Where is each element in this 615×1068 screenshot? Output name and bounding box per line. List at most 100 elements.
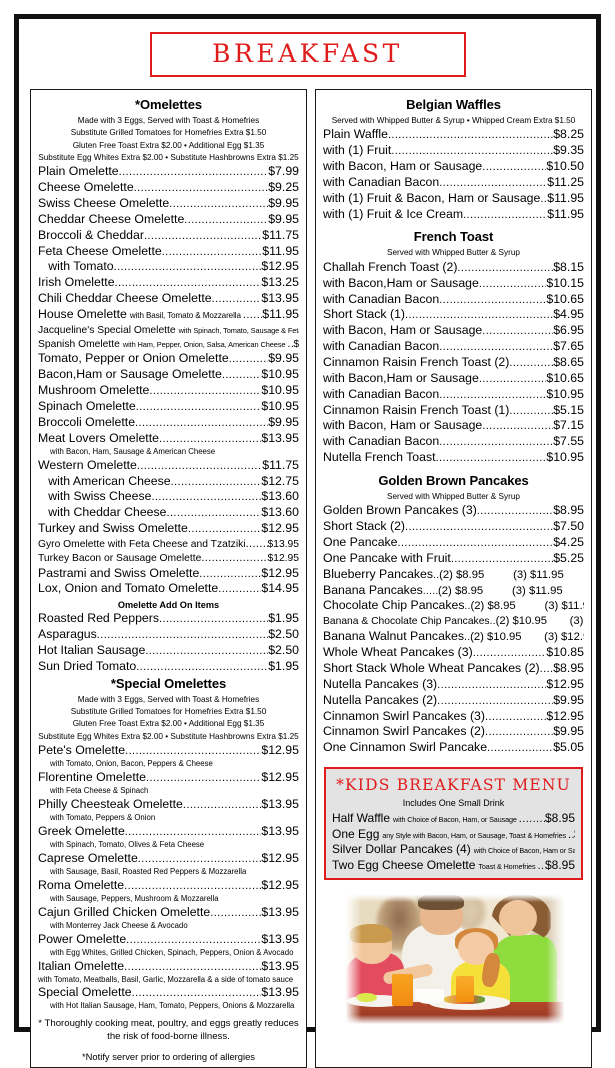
kids-breakfast-menu-box: *KIDS BREAKFAST MENU Includes One Small … — [324, 767, 583, 881]
omelettes-subtext: Made with 3 Eggs, Served with Toast & Ho… — [38, 115, 299, 163]
leader-dots: ........................................… — [472, 647, 547, 660]
menu-item-row: Bacon,Ham or Sausage Omelette...........… — [38, 367, 299, 383]
menu-item-name: Spanish Omelette — [38, 339, 120, 351]
menu-item-name: with Canadian Bacon — [323, 291, 440, 306]
leader-dots: ........................................… — [161, 245, 263, 258]
menu-item-price-two: (2) $8.95 — [439, 568, 485, 581]
menu-item-name: Whole Wheat Pancakes (3) — [323, 645, 473, 660]
menu-item-name: with Bacon,Ham or Sausage — [323, 370, 479, 385]
menu-item-row: One Pancake with Fruit .................… — [323, 551, 584, 567]
menu-item-name: Bacon,Ham or Sausage Omelette — [38, 367, 222, 382]
menu-item-name: Swiss Cheese Omelette — [38, 195, 170, 210]
menu-item-price-two: (2) $10.95 — [470, 631, 522, 644]
menu-item-name: with Canadian Bacon — [323, 339, 440, 354]
menu-item-name: Gyro Omelette with Feta Cheese and Tzatz… — [38, 538, 246, 550]
menu-item-name: Cheddar Cheese Omelette — [38, 211, 185, 226]
leader-dots: ........................................… — [287, 338, 293, 351]
menu-item-price: $11.95 — [262, 243, 299, 258]
leader-dots: ........................................… — [482, 161, 546, 174]
menu-item-row: with American Cheese....................… — [38, 474, 299, 490]
leader-dots: ........................................… — [439, 436, 554, 449]
menu-item-name: Tomato, Pepper or Onion Omelette — [38, 351, 229, 366]
footnote-cooking: * Thoroughly cooking meat, poultry, and … — [38, 1017, 299, 1042]
menu-item-name: Banana Walnut Pancakes — [323, 629, 465, 644]
menu-item-price: $13.95 — [261, 291, 299, 306]
menu-item-price: $7.65 — [553, 339, 584, 354]
french-toast-item-list: Challah French Toast (2) ...............… — [323, 260, 584, 466]
menu-item-price-three: (3) $11.95 — [512, 584, 563, 597]
menu-item-row: Special Omelette........................… — [38, 985, 299, 1001]
menu-item-price-two: (2) $10.95 — [495, 615, 548, 628]
menu-item-name: with Bacon, Ham or Sausage — [323, 323, 483, 338]
leader-dots: ........................................… — [509, 404, 553, 417]
leader-dots: ........................................… — [199, 567, 262, 580]
leader-dots: ........................................… — [169, 197, 268, 210]
leader-dots: ........................................… — [509, 356, 553, 369]
menu-item-price: $9.95 — [268, 195, 299, 210]
leader-dots: ........................................… — [537, 859, 545, 872]
leader-dots: ........................................… — [464, 601, 471, 613]
menu-page-frame: BREAKFAST *Omelettes Made with 3 Eggs, S… — [14, 14, 601, 1068]
section-subtext-line: Made with 3 Eggs, Served with Toast & Ho… — [77, 694, 260, 704]
menu-item-price: $14.95 — [261, 581, 299, 596]
menu-item-name: Mushroom Omelette — [38, 383, 150, 398]
menu-item-row: Roma Omelette...........................… — [38, 878, 299, 894]
menu-item-price: $13.60 — [261, 505, 299, 520]
menu-item-row: Mushroom Omelette.......................… — [38, 383, 299, 399]
kids-menu-title: *KIDS BREAKFAST MENU — [336, 776, 571, 795]
menu-item-name: with Canadian Bacon — [323, 386, 440, 401]
menu-item-name: Power Omelette — [38, 931, 127, 946]
leader-dots: ........................................… — [137, 852, 262, 865]
menu-item-name: Pete's Omelette — [38, 742, 126, 757]
menu-item-row: Broccoli Omelette.......................… — [38, 415, 299, 431]
menu-item-price: $8.95 — [553, 503, 584, 518]
menu-item-subdescription: with Sausage, Basil, Roasted Red Peppers… — [50, 866, 247, 876]
leader-dots: ........................................… — [124, 825, 262, 838]
menu-item-price: $12.75 — [261, 473, 299, 488]
menu-item-price: $10.95 — [546, 386, 584, 401]
menu-item-price: $12.95 — [261, 521, 299, 536]
menu-item-row: Irish Omelette..........................… — [38, 275, 299, 291]
menu-item-name: Western Omelette — [38, 457, 137, 472]
leader-dots: ........................................… — [439, 176, 547, 189]
leader-dots: ........................................… — [149, 385, 262, 398]
leader-dots: ........................................… — [201, 552, 267, 565]
menu-item-name: Silver Dollar Pancakes (4) — [332, 842, 471, 857]
menu-item-price: $2.50 — [268, 627, 299, 642]
menu-item-price-three: (3) $12.95 — [544, 631, 584, 644]
menu-item-row: Short Stack (2).........................… — [323, 519, 584, 535]
leader-dots: ........................................… — [113, 261, 262, 274]
menu-item-price: $1.95 — [268, 658, 299, 673]
menu-item-subdescription: with Sausage, Peppers, Mushroom & Mozzar… — [50, 893, 219, 903]
menu-item-price-two: (2) $8.95 — [470, 600, 516, 613]
menu-item-description: with Ham, Pepper, Onion, Salsa, American… — [122, 340, 286, 350]
menu-item-price: $11.95 — [262, 306, 299, 321]
section-subtext-line: Gluten Free Toast Extra $2.00 • Addition… — [72, 719, 265, 729]
menu-item-row: Swiss Cheese Omelette...................… — [38, 196, 299, 212]
menu-item-row: Western Omelette........................… — [38, 458, 299, 474]
menu-item-price: $13.95 — [267, 538, 300, 550]
leader-dots: ........................................… — [182, 798, 261, 811]
section-heading-waffles: Belgian Waffles — [406, 97, 501, 112]
menu-item-name: with Cheddar Cheese — [38, 505, 167, 520]
menu-item-name: Florentine Omelette — [38, 769, 146, 784]
menu-item-price: $13.25 — [261, 275, 299, 290]
menu-item-price: $12.95 — [546, 676, 584, 691]
menu-item-name: Special Omelette — [38, 984, 132, 999]
leader-dots: ........................................… — [124, 879, 261, 892]
pancakes-item-list: Golden Brown Pancakes (3) ..............… — [323, 503, 584, 756]
menu-item-price: $9.95 — [268, 414, 299, 429]
menu-item-name: Caprese Omelette — [38, 850, 138, 865]
menu-item-name: Short Stack (1) — [323, 307, 406, 322]
addons-item-list: Roasted Red Peppers.....................… — [38, 611, 299, 674]
menu-item-name: One Cinnamon Swirl Pancake — [323, 740, 488, 755]
leader-dots: ........................................… — [437, 678, 546, 691]
menu-item-price: $9.95 — [553, 724, 584, 739]
menu-item-name: Irish Omelette — [38, 275, 115, 290]
menu-item-price: $9.35 — [553, 143, 584, 158]
leader-dots: ........................................… — [391, 145, 554, 158]
leader-dots: ........................................… — [437, 694, 553, 707]
special-item-list: Pete's Omelette.........................… — [38, 743, 299, 1011]
menu-item-row: Sun Dried Tomato........................… — [38, 659, 299, 675]
menu-item-price: $12.95 — [261, 877, 299, 892]
